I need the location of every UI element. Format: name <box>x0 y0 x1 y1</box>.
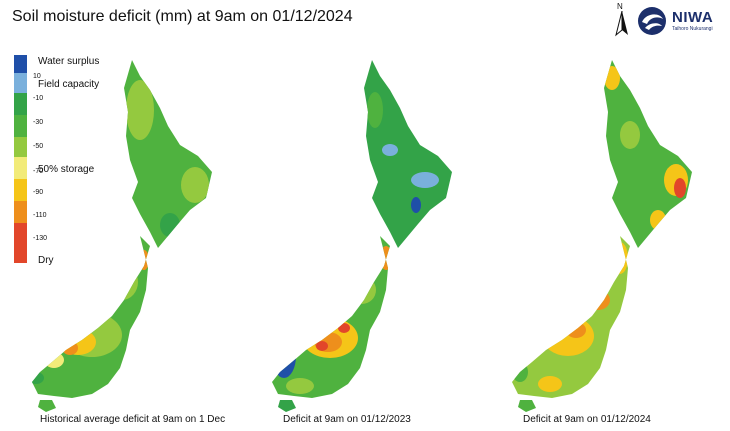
legend-label-field-capacity: Field capacity <box>38 79 100 90</box>
legend-tick: 10 <box>33 73 41 80</box>
legend-tick: -70 <box>33 168 44 175</box>
legend-swatch-dry <box>14 223 27 263</box>
map-2024 <box>512 60 692 412</box>
legend-label-dry: Dry <box>38 255 54 266</box>
legend-swatch-storage <box>14 157 27 179</box>
map-2023 <box>272 60 452 412</box>
logo-tagline: Taihoro Nukurangi <box>672 26 713 32</box>
legend-swatch-moist2 <box>14 115 27 137</box>
map-caption-historical: Historical average deficit at 9am on 1 D… <box>40 414 226 425</box>
legend-label-water-surplus: Water surplus <box>38 56 100 67</box>
legend-tick: -50 <box>33 143 44 150</box>
legend-swatch-dry2 <box>14 201 27 223</box>
legend-swatch-field-capacity <box>14 73 27 93</box>
legend-tick: -10 <box>33 95 44 102</box>
legend: Water surplus 10 Field capacity -10 -30 … <box>14 55 134 266</box>
niwa-logo: NIWA Taihoro Nukurangi <box>637 4 727 38</box>
legend-tick: -130 <box>33 235 48 242</box>
map-caption-2024: Deficit at 9am on 01/12/2024 <box>523 414 651 425</box>
legend-swatch-dry1 <box>14 179 27 201</box>
logo-name: NIWA <box>672 9 714 26</box>
legend-label-storage: 50% storage <box>38 164 95 175</box>
legend-tick: -90 <box>33 189 44 196</box>
north-label: N <box>617 2 623 11</box>
north-arrow-icon <box>615 11 628 37</box>
legend-swatch-mid <box>14 137 27 157</box>
niwa-swirl-icon <box>638 7 666 35</box>
legend-swatch-moist <box>14 93 27 115</box>
page-title: Soil moisture deficit (mm) at 9am on 01/… <box>12 8 353 25</box>
legend-tick: -30 <box>33 119 44 126</box>
map-historical-average <box>32 60 212 412</box>
north-arrow: N <box>614 2 630 38</box>
legend-swatch-surplus <box>14 55 27 73</box>
legend-tick: -110 <box>33 212 47 219</box>
map-caption-2023: Deficit at 9am on 01/12/2023 <box>283 414 411 425</box>
